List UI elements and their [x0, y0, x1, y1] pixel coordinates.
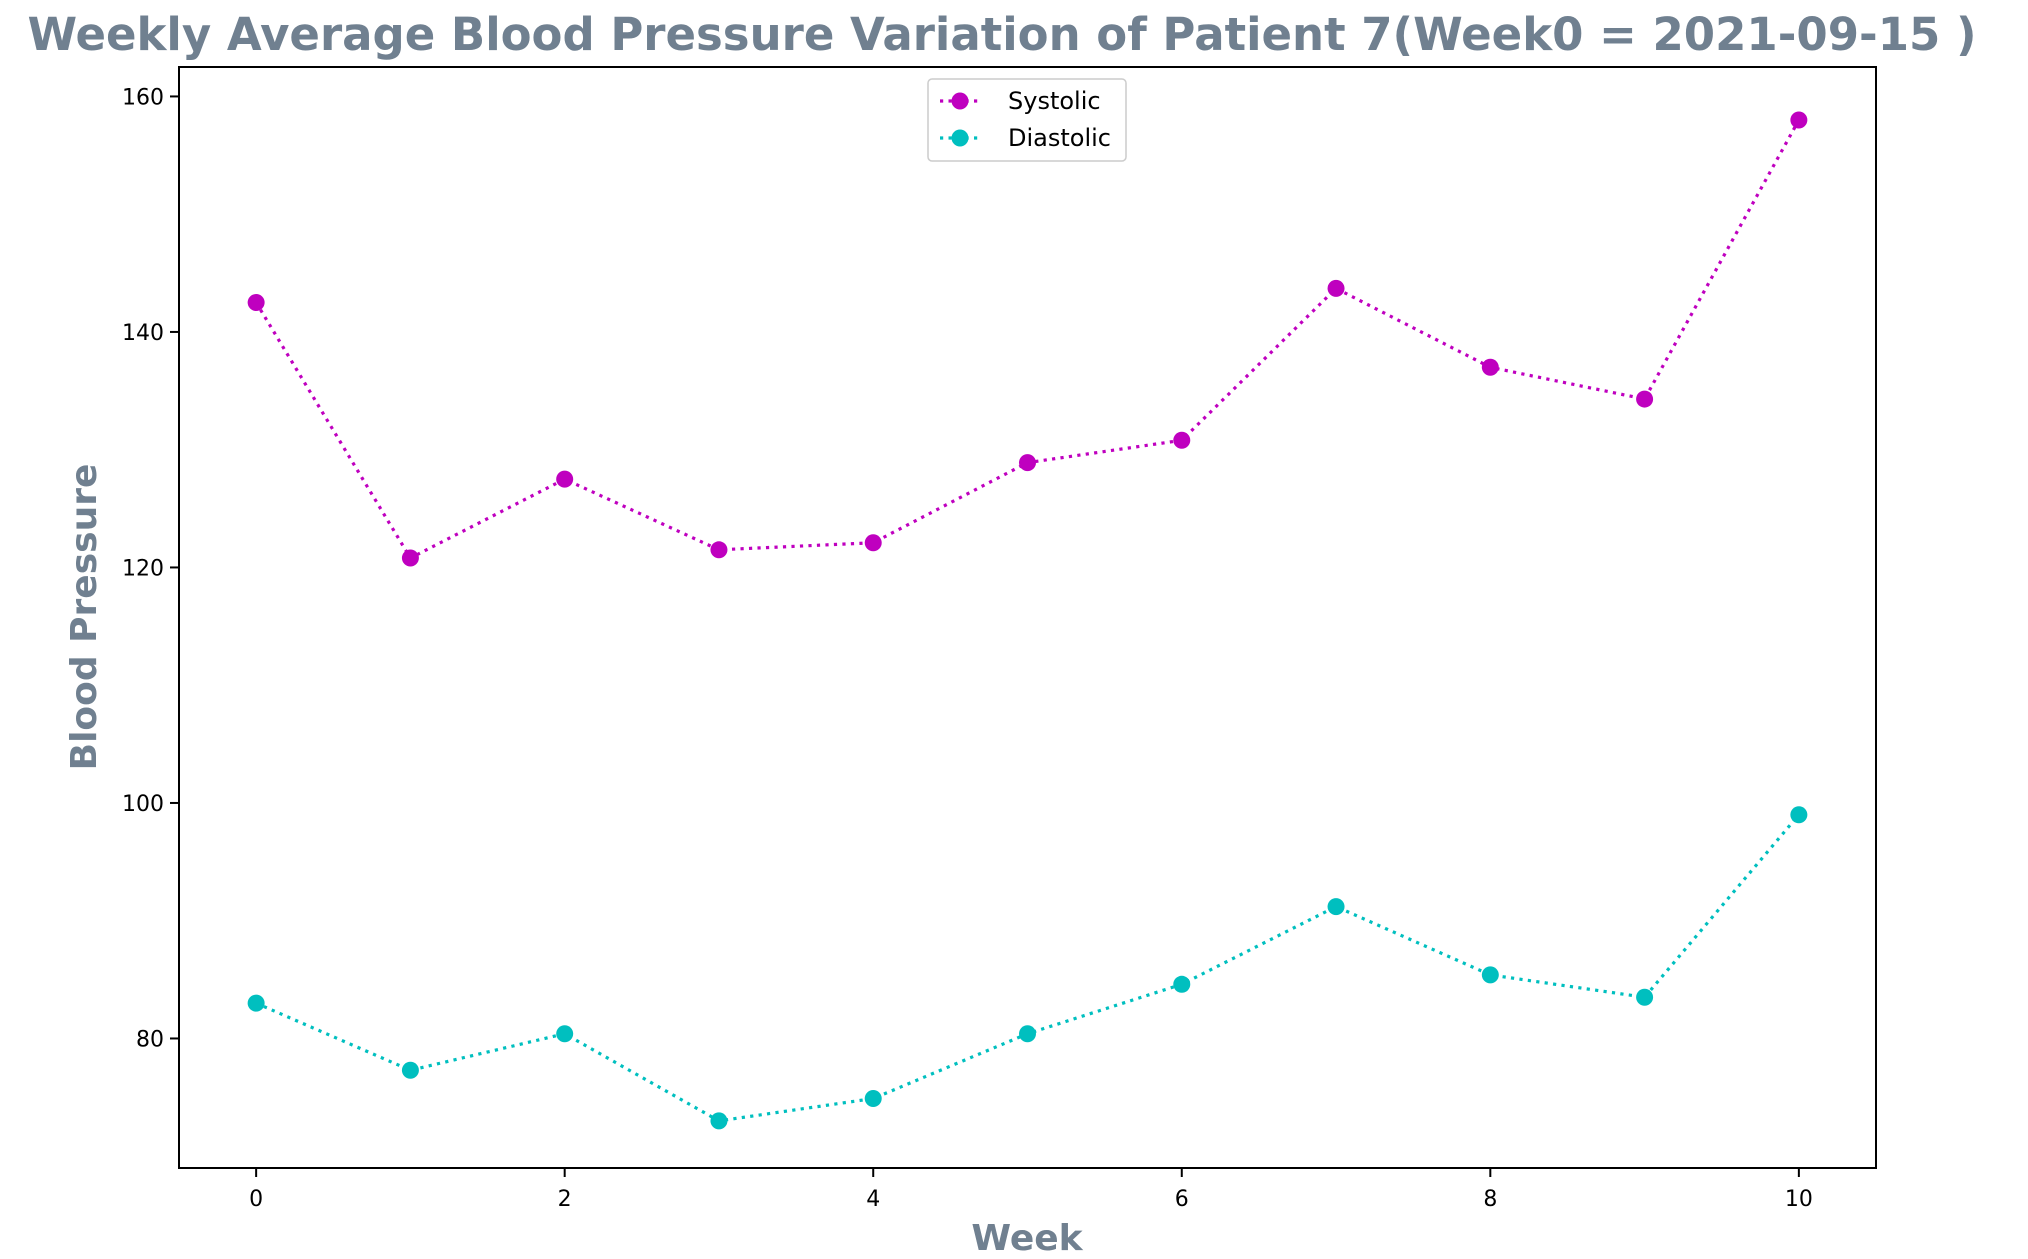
data-point-diastolic [401, 1061, 419, 1079]
series-line-systolic [254, 119, 1801, 561]
data-point-systolic [1481, 358, 1499, 376]
y-tick-label: 80 [136, 1027, 164, 1052]
data-point-systolic [1019, 454, 1036, 472]
data-point-systolic [556, 470, 574, 488]
legend-label: Systolic [1008, 87, 1101, 115]
data-point-systolic [401, 549, 419, 567]
x-tick-label: 0 [249, 1187, 263, 1212]
x-tick-label: 8 [1483, 1187, 1497, 1212]
legend-item-diastolic: Diastolic [940, 124, 1111, 152]
series-diastolic [247, 806, 1808, 1130]
data-point-diastolic [1481, 966, 1499, 984]
data-point-diastolic [1790, 806, 1808, 824]
x-tick-label: 10 [1785, 1187, 1813, 1212]
data-point-systolic [710, 541, 728, 559]
data-point-diastolic [1019, 1025, 1036, 1043]
x-tick-label: 6 [1175, 1187, 1189, 1212]
data-point-systolic [1636, 390, 1654, 408]
y-tick-label: 160 [122, 85, 164, 110]
x-tick-label: 2 [558, 1187, 572, 1212]
data-point-diastolic [247, 994, 265, 1012]
data-point-diastolic [864, 1090, 882, 1108]
data-point-diastolic [1327, 898, 1345, 916]
x-axis: 0 2 4 6 8 10 [249, 1168, 1813, 1212]
series-line-diastolic [255, 813, 1801, 1123]
plot-area [247, 111, 1808, 1130]
data-point-systolic [864, 534, 882, 552]
data-point-systolic [1327, 279, 1345, 297]
series-systolic [247, 111, 1808, 567]
y-axis-label: Blood Pressure [64, 464, 105, 771]
data-point-systolic [1790, 111, 1808, 129]
data-point-diastolic [1173, 975, 1191, 993]
legend-swatch-marker [951, 92, 969, 110]
data-point-diastolic [1636, 988, 1654, 1006]
data-point-systolic [1173, 431, 1191, 449]
legend-swatch-marker [951, 129, 969, 147]
legend-label: Diastolic [1008, 124, 1111, 152]
x-tick-label: 4 [866, 1187, 880, 1212]
data-point-diastolic [710, 1112, 728, 1130]
y-tick-label: 120 [122, 556, 164, 581]
chart-title: Weekly Average Blood Pressure Variation … [27, 8, 1976, 61]
y-tick-label: 140 [122, 321, 164, 346]
plot-frame [178, 66, 1877, 1169]
legend: Systolic Diastolic [927, 78, 1127, 162]
x-axis-label: Week [971, 1218, 1083, 1259]
data-point-diastolic [556, 1025, 574, 1043]
y-axis: 80 100 120 140 160 [122, 85, 179, 1052]
legend-box [927, 78, 1127, 162]
data-point-systolic [247, 294, 265, 312]
legend-item-systolic: Systolic [940, 87, 1101, 115]
y-tick-label: 100 [122, 792, 164, 817]
